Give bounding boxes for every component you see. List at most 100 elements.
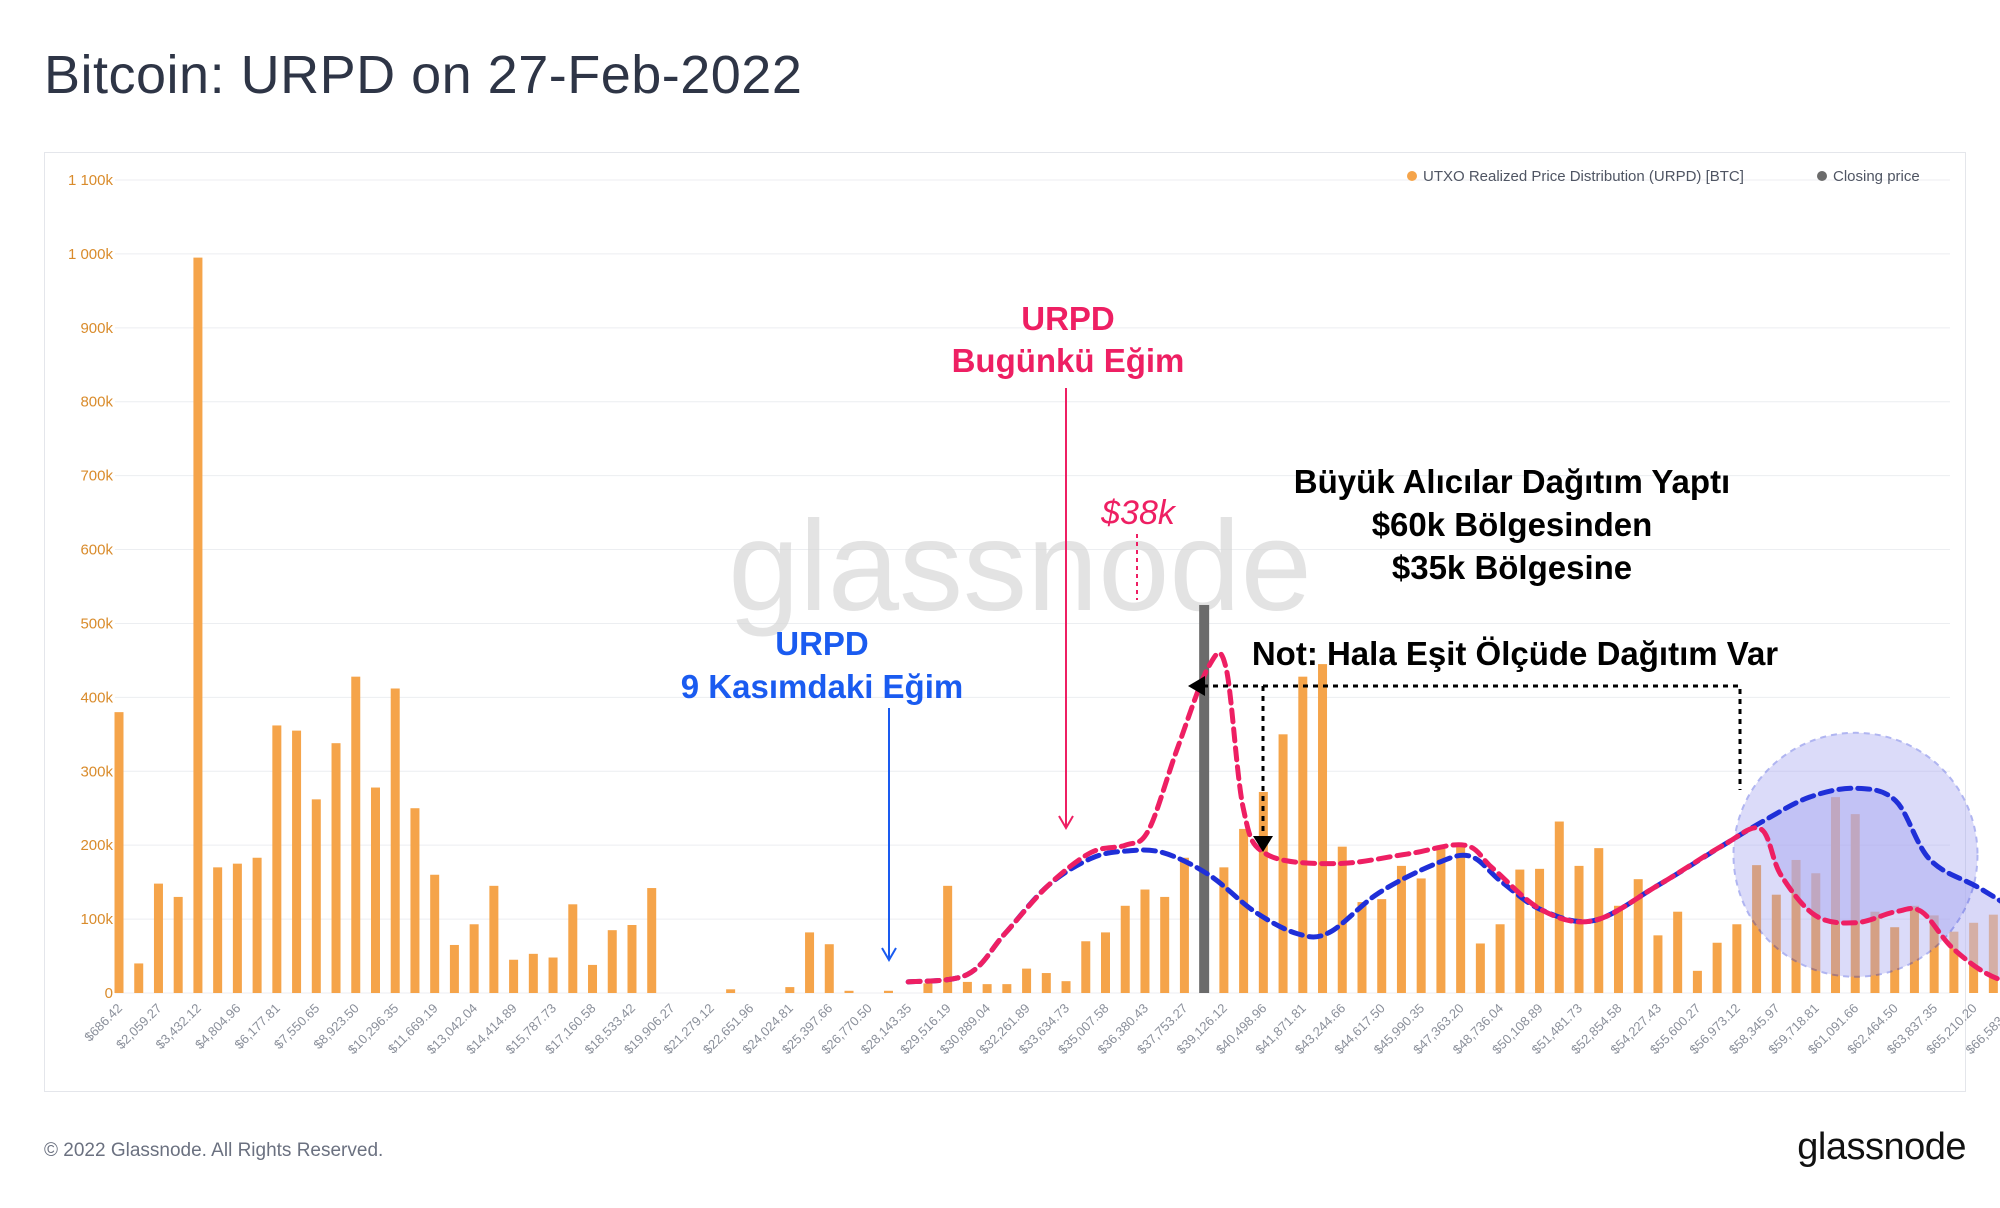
- urpd-bar: [351, 676, 361, 993]
- urpd-bar: [1909, 905, 1919, 993]
- closing-price-bar: [1199, 604, 1210, 993]
- urpd-bar: [1416, 878, 1426, 993]
- urpd-bar: [726, 989, 736, 993]
- legend: UTXO Realized Price Distribution (URPD) …: [1407, 168, 1920, 185]
- urpd-bar: [1120, 905, 1130, 993]
- urpd-bar: [1673, 911, 1683, 993]
- urpd-bar: [449, 944, 459, 993]
- y-tick-label: 1 100k: [68, 172, 114, 189]
- urpd-bar: [370, 787, 380, 993]
- annotation-arrows: [881, 388, 1742, 962]
- annotation-big-buyers-1: Büyük Alıcılar Dağıtım Yaptı: [1294, 463, 1730, 500]
- urpd-bar: [1436, 848, 1446, 993]
- urpd-bar: [568, 904, 578, 993]
- urpd-bar: [982, 984, 992, 993]
- footer-copyright: © 2022 Glassnode. All Rights Reserved.: [44, 1140, 384, 1161]
- annotation-urpd-today-subtitle: Bugünkü Eğim: [952, 342, 1185, 379]
- urpd-bar: [1475, 943, 1485, 993]
- urpd-bar: [331, 743, 341, 993]
- urpd-bar: [1061, 981, 1071, 993]
- footer-logo: glassnode: [1797, 1126, 1966, 1168]
- urpd-bar: [173, 896, 183, 993]
- urpd-bar: [1515, 869, 1525, 993]
- urpd-bar: [588, 964, 598, 993]
- chart-frame: [44, 152, 1966, 1092]
- annotation-urpd-nov-subtitle: 9 Kasımdaki Eğim: [681, 668, 963, 705]
- urpd-bar: [627, 925, 637, 993]
- urpd-bar: [489, 885, 499, 993]
- urpd-bar: [962, 981, 972, 993]
- urpd-bar: [1041, 973, 1051, 993]
- urpd-bar: [1929, 915, 1939, 993]
- y-tick-label: 500k: [80, 615, 113, 632]
- urpd-bar: [1712, 942, 1722, 993]
- urpd-bar: [785, 987, 795, 993]
- urpd-bar: [1554, 821, 1564, 993]
- urpd-bar: [883, 990, 893, 993]
- urpd-bar: [213, 867, 223, 993]
- urpd-bar: [1179, 857, 1189, 993]
- urpd-bar: [292, 730, 302, 993]
- urpd-bar: [1535, 868, 1545, 993]
- urpd-bar: [1791, 859, 1801, 993]
- urpd-bar: [1219, 867, 1229, 993]
- bars-layer: [114, 257, 1998, 993]
- big-buyers-highlight-circle: [1732, 731, 1979, 978]
- urpd-bar: [1613, 905, 1623, 993]
- blue-pointer-head: [881, 947, 897, 962]
- y-tick-label: 0: [105, 985, 113, 1002]
- urpd-bar: [1771, 894, 1781, 993]
- note-down-head: [1253, 836, 1273, 852]
- urpd-bar: [647, 888, 657, 993]
- urpd-bar: [311, 799, 321, 993]
- annotation-big-buyers-2: $60k Bölgesinden: [1372, 506, 1653, 543]
- urpd-bar: [1022, 968, 1032, 993]
- grid-layer: [115, 179, 1950, 994]
- urpd-bar: [469, 924, 479, 993]
- urpd-bar: [528, 953, 538, 993]
- closing-price-annotation: $38k: [1100, 494, 1177, 532]
- y-tick-label: 700k: [80, 468, 113, 485]
- urpd-bar: [548, 957, 558, 993]
- y-tick-label: 400k: [80, 689, 113, 706]
- y-tick-label: 900k: [80, 320, 113, 337]
- urpd-bar: [1949, 931, 1959, 993]
- urpd-bar: [1396, 865, 1406, 993]
- annotation-urpd-today-title: URPD: [1021, 300, 1115, 337]
- annotation-big-buyers-3: $35k Bölgesine: [1392, 549, 1632, 586]
- urpd-bar: [1574, 865, 1584, 993]
- urpd-bar: [1752, 865, 1762, 993]
- urpd-bar: [1101, 932, 1110, 993]
- legend-urpd-label: UTXO Realized Price Distribution (URPD) …: [1423, 168, 1744, 185]
- urpd-bar: [943, 885, 953, 993]
- urpd-bar: [1278, 734, 1288, 993]
- legend-closing-label: Closing price: [1833, 168, 1920, 185]
- y-tick-label: 200k: [80, 837, 113, 854]
- y-tick-label: 800k: [80, 394, 113, 411]
- urpd-bar: [1081, 941, 1091, 993]
- urpd-bar: [1890, 927, 1900, 993]
- urpd-bar: [193, 257, 203, 993]
- urpd-bar: [134, 963, 144, 993]
- legend-closing-swatch: [1817, 171, 1827, 181]
- x-axis: $686.42$2,059.27$3,432.12$4,804.96$6,177…: [81, 1001, 2000, 1058]
- urpd-bar: [1456, 843, 1466, 993]
- y-tick-label: 600k: [80, 542, 113, 559]
- note-left-head: [1188, 676, 1205, 696]
- urpd-bar: [923, 983, 933, 993]
- urpd-bar: [1140, 889, 1150, 993]
- y-tick-label: 300k: [80, 763, 113, 780]
- urpd-bar: [1160, 896, 1170, 993]
- series-nov-slope-line: [905, 785, 2000, 985]
- annotation-note: Not: Hala Eşit Ölçüde Dağıtım Var: [1252, 635, 1778, 672]
- urpd-bar: [844, 990, 854, 993]
- urpd-bar: [1318, 664, 1328, 993]
- urpd-bar: [430, 874, 440, 993]
- annotation-urpd-nov-title: URPD: [775, 625, 869, 662]
- urpd-bar: [607, 930, 617, 993]
- y-tick-label: 100k: [80, 911, 113, 928]
- y-axis: 0 100k 200k 300k 400k 500k 600k 700k 800k 900k 1 0…: [68, 172, 114, 1002]
- urpd-bar: [1298, 676, 1308, 993]
- page-title: Bitcoin: URPD on 27-Feb-2022: [44, 45, 803, 105]
